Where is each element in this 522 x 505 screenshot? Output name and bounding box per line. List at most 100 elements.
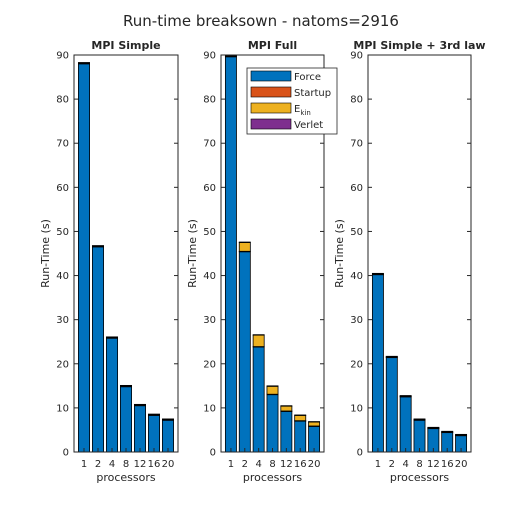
bar-verlet-12 [133, 403, 146, 406]
y-tick-label: 50 [350, 227, 363, 238]
bar-force-8 [266, 394, 279, 453]
bar-ekin-12 [280, 405, 293, 412]
legend-label-startup: Startup [294, 88, 331, 99]
bar-force-8 [413, 419, 426, 453]
x-tick-label: 1 [375, 459, 381, 470]
x-tick-label: 12 [427, 459, 440, 470]
legend-label-verlet: Verlet [294, 120, 323, 131]
bar-verlet-1 [78, 62, 91, 64]
bar-verlet-8 [266, 385, 279, 387]
x-tick-label: 4 [255, 459, 261, 470]
y-tick-label: 40 [56, 271, 69, 282]
bar-ekin-2 [238, 242, 251, 252]
y-axis-label: Run-Time (s) [186, 219, 199, 288]
bar-force-16 [294, 420, 307, 453]
bar-force-4 [252, 346, 265, 453]
y-tick-label: 70 [203, 139, 216, 150]
y-tick-label: 90 [56, 51, 69, 62]
bar-force-2 [238, 251, 251, 453]
legend-label-force: Force [294, 72, 321, 83]
bar-force-1 [78, 63, 91, 453]
y-tick-label: 50 [56, 227, 69, 238]
bar-verlet-16 [441, 430, 454, 433]
bar-verlet-20 [308, 421, 321, 423]
panel-title: MPI Simple [91, 39, 160, 52]
legend-swatch-verlet [250, 118, 292, 130]
y-tick-label: 60 [203, 183, 216, 194]
y-tick-label: 30 [203, 315, 216, 326]
y-axis-label: Run-Time (s) [39, 219, 52, 288]
x-tick-label: 2 [389, 459, 395, 470]
bar-verlet-12 [427, 426, 440, 429]
bar-ekin-8 [266, 385, 279, 395]
bar-force-1 [371, 274, 384, 453]
bar-verlet-16 [294, 414, 307, 416]
bar-ekin-16 [294, 414, 307, 422]
x-tick-label: 4 [109, 459, 115, 470]
x-tick-label: 8 [123, 459, 129, 470]
y-tick-label: 30 [56, 315, 69, 326]
bar-verlet-8 [120, 384, 133, 387]
x-tick-label: 4 [402, 459, 408, 470]
y-tick-label: 0 [210, 448, 216, 459]
y-tick-label: 0 [63, 448, 69, 459]
x-tick-label: 8 [269, 459, 275, 470]
bar-force-12 [280, 411, 293, 453]
bar-force-4 [106, 337, 119, 453]
y-tick-label: 60 [350, 183, 363, 194]
x-axis-label: processors [96, 471, 156, 484]
x-tick-label: 16 [148, 459, 161, 470]
bar-force-2 [385, 357, 398, 453]
y-tick-label: 0 [357, 448, 363, 459]
x-tick-label: 8 [416, 459, 422, 470]
bar-verlet-2 [92, 245, 105, 247]
figure-title: Run-time breaksown - natoms=2916 [123, 12, 399, 30]
bar-verlet-2 [385, 355, 398, 358]
bar-force-16 [147, 414, 160, 453]
bar-verlet-20 [161, 418, 174, 420]
y-axis-label: Run-Time (s) [333, 219, 346, 288]
legend-swatch-force [250, 70, 292, 82]
y-tick-label: 60 [56, 183, 69, 194]
legend-swatch-ekin [250, 102, 292, 114]
bar-force-20 [161, 419, 174, 453]
y-tick-label: 20 [56, 359, 69, 370]
panel-title: MPI Simple + 3rd law [353, 39, 485, 52]
x-axis-label: processors [390, 471, 450, 484]
panel-3: MPI Simple + 3rd law 0 10 20 30 40 50 60 70 80 90 1… [333, 39, 486, 484]
y-tick-label: 40 [350, 271, 363, 282]
y-tick-label: 20 [203, 359, 216, 370]
y-tick-label: 20 [350, 359, 363, 370]
x-tick-label: 20 [308, 459, 321, 470]
bar-force-4 [399, 396, 412, 453]
y-tick-label: 90 [350, 51, 363, 62]
y-tick-label: 70 [56, 139, 69, 150]
x-tick-label: 20 [455, 459, 468, 470]
y-tick-label: 10 [203, 403, 216, 414]
bar-verlet-4 [106, 336, 119, 338]
panel-title: MPI Full [248, 39, 297, 52]
bar-verlet-2 [238, 241, 251, 243]
bar-force-12 [133, 405, 146, 453]
bar-force-1 [224, 56, 237, 453]
bar-force-8 [120, 386, 133, 453]
x-tick-label: 20 [162, 459, 175, 470]
bar-ekin-20 [308, 421, 321, 427]
x-tick-label: 12 [134, 459, 147, 470]
y-tick-label: 80 [203, 95, 216, 106]
x-tick-label: 16 [294, 459, 307, 470]
bar-verlet-16 [147, 413, 160, 415]
y-tick-label: 50 [203, 227, 216, 238]
y-tick-label: 40 [203, 271, 216, 282]
x-tick-label: 2 [95, 459, 101, 470]
y-tick-label: 80 [56, 95, 69, 106]
x-tick-label: 1 [81, 459, 87, 470]
x-tick-label: 1 [228, 459, 234, 470]
y-tick-label: 80 [350, 95, 363, 106]
y-tick-label: 10 [350, 403, 363, 414]
x-tick-label: 2 [242, 459, 248, 470]
